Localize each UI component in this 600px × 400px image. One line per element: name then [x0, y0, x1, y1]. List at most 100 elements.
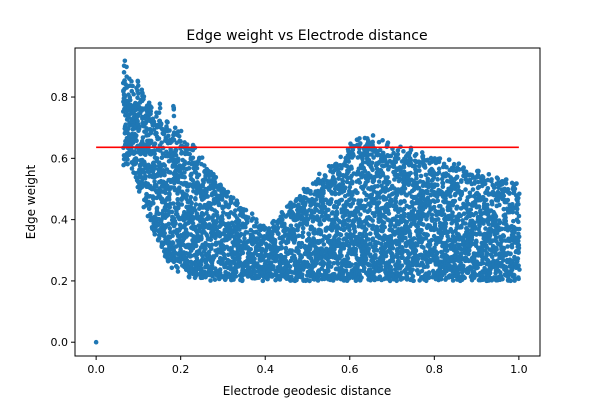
data-point	[415, 256, 421, 262]
data-point	[446, 202, 451, 208]
data-point	[511, 189, 517, 194]
data-point	[416, 185, 422, 191]
data-point	[182, 159, 188, 165]
data-point	[358, 212, 363, 217]
data-point	[515, 238, 521, 244]
data-point	[252, 256, 257, 262]
data-point	[508, 251, 513, 257]
data-point	[121, 70, 127, 75]
data-point	[501, 245, 507, 251]
data-point	[136, 91, 141, 96]
data-point	[389, 222, 394, 227]
y-tick-label: 0.0	[51, 336, 69, 349]
data-point	[351, 223, 357, 229]
data-point	[218, 182, 223, 188]
data-point	[394, 214, 400, 219]
data-point	[516, 226, 522, 232]
x-tick-label: 0.4	[256, 363, 274, 376]
data-point	[351, 197, 357, 203]
data-point	[450, 202, 456, 208]
data-point	[430, 217, 436, 222]
data-point	[285, 239, 291, 245]
data-point	[169, 265, 175, 271]
data-point	[166, 194, 172, 200]
data-point	[368, 231, 373, 236]
data-point	[372, 244, 378, 250]
data-point	[122, 93, 127, 98]
data-point	[353, 278, 359, 284]
data-point	[190, 178, 196, 183]
data-point	[470, 187, 476, 192]
data-point	[233, 274, 239, 279]
data-point	[511, 218, 516, 224]
data-point	[484, 250, 490, 256]
data-point	[476, 204, 482, 209]
data-point	[242, 236, 247, 241]
data-point	[130, 140, 136, 145]
x-tick-label: 0.6	[341, 363, 359, 376]
data-point	[486, 221, 492, 227]
data-point	[323, 197, 329, 202]
data-point	[185, 260, 190, 266]
data-point	[468, 207, 474, 212]
data-point	[454, 204, 460, 210]
data-point	[380, 150, 386, 156]
data-point	[407, 231, 413, 236]
data-point	[347, 184, 353, 190]
data-point	[240, 250, 246, 256]
data-point	[484, 244, 490, 250]
data-point	[134, 138, 139, 144]
data-point	[465, 227, 471, 233]
data-point	[226, 204, 231, 210]
data-point	[149, 105, 154, 110]
data-point	[125, 157, 130, 162]
data-point	[455, 250, 460, 255]
data-point	[417, 168, 422, 173]
data-point	[370, 218, 375, 223]
data-point	[287, 264, 293, 269]
data-point	[516, 191, 522, 197]
data-point	[516, 263, 521, 268]
data-point	[456, 166, 462, 172]
data-point	[401, 163, 407, 169]
data-point	[505, 244, 510, 249]
data-point	[260, 278, 266, 284]
data-point	[444, 164, 449, 170]
data-point	[186, 165, 192, 171]
data-point	[244, 230, 250, 235]
data-point	[370, 139, 375, 145]
data-point	[400, 254, 405, 260]
data-point	[454, 174, 460, 180]
data-point	[377, 147, 383, 153]
data-point	[489, 254, 495, 260]
data-point	[262, 225, 268, 231]
data-point	[277, 277, 283, 282]
data-point	[385, 217, 390, 222]
data-point	[140, 135, 146, 140]
data-point	[291, 229, 296, 235]
data-point	[411, 236, 417, 241]
y-axis-label: Edge weight	[24, 164, 38, 239]
data-point	[334, 205, 340, 210]
data-point	[365, 138, 371, 144]
data-point	[385, 175, 390, 180]
data-point	[500, 276, 505, 282]
data-point	[175, 197, 180, 202]
data-point	[401, 211, 407, 217]
data-point	[414, 197, 420, 203]
data-point	[376, 200, 382, 205]
data-point	[429, 237, 434, 243]
data-point	[299, 233, 305, 239]
data-point	[509, 267, 515, 273]
data-point	[228, 200, 234, 206]
data-point	[418, 217, 424, 222]
data-point	[317, 171, 322, 177]
data-point	[437, 156, 443, 161]
data-point	[142, 161, 147, 166]
data-point	[199, 266, 204, 271]
data-point	[199, 155, 205, 160]
data-point	[342, 185, 348, 191]
data-point	[450, 210, 455, 215]
x-axis-label: Electrode geodesic distance	[223, 384, 392, 398]
data-point	[152, 165, 158, 171]
